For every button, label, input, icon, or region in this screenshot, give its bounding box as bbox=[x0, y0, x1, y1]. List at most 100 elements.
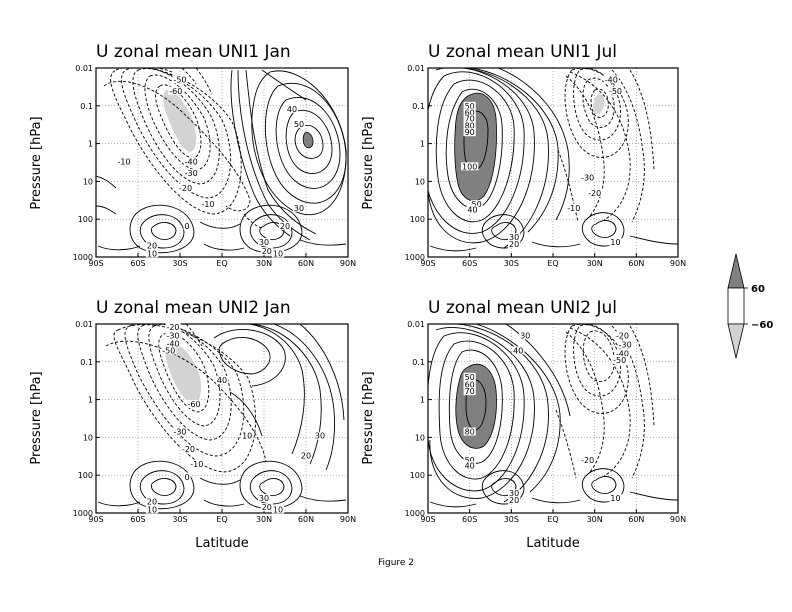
x-axis-label: Latitude bbox=[195, 536, 249, 551]
positive-contours bbox=[96, 69, 347, 254]
contour-label: 10 bbox=[273, 249, 283, 258]
contour-label: 40 bbox=[467, 205, 477, 214]
contour-label: 20 bbox=[262, 503, 272, 512]
contour-label-bg bbox=[241, 431, 254, 440]
colorbar-upper-swatch bbox=[727, 253, 745, 289]
contour-label-bg bbox=[172, 427, 188, 436]
contour-label: 30 bbox=[259, 494, 269, 503]
contour-label: 10 bbox=[610, 494, 620, 503]
y-tick-label: 0.1 bbox=[80, 102, 93, 111]
contour-label: -20 bbox=[588, 189, 601, 198]
x-tick-label: 90N bbox=[340, 259, 356, 268]
contour-label: -40 bbox=[605, 75, 618, 84]
contour-label-bg bbox=[145, 505, 159, 514]
contour-label: 30 bbox=[259, 238, 269, 247]
contour-label: -10 bbox=[117, 158, 130, 167]
contour-label-bg bbox=[617, 340, 633, 349]
contour-label: 30 bbox=[294, 204, 304, 213]
contour-label-bg bbox=[461, 162, 479, 171]
negative-contours bbox=[105, 324, 267, 473]
contour-label: 50 bbox=[465, 456, 475, 465]
contour-label: -10 bbox=[190, 460, 203, 469]
x-tick-label: 90S bbox=[88, 259, 103, 268]
contour-label-bg bbox=[463, 128, 476, 137]
contour-label-bg bbox=[508, 495, 521, 504]
contour-label-bg bbox=[566, 203, 582, 212]
x-tick-label: 30N bbox=[256, 515, 272, 524]
contour-label-bg bbox=[145, 497, 159, 506]
contour-label-bg bbox=[292, 119, 306, 128]
y-tick-label: 0.1 bbox=[80, 358, 93, 367]
y-tick-label: 0.01 bbox=[407, 320, 425, 329]
contour-label-bg bbox=[463, 101, 476, 110]
contour-label-bg bbox=[215, 375, 229, 384]
x-axis-label: Latitude bbox=[526, 536, 580, 551]
contour-label-bg bbox=[463, 114, 476, 123]
y-tick-label: 0.01 bbox=[75, 64, 93, 73]
panel-title: U zonal mean UNI2 Jan bbox=[96, 298, 291, 318]
contour-label: 20 bbox=[509, 240, 519, 249]
contour-label-bg bbox=[512, 346, 525, 355]
contour-label: 10 bbox=[147, 249, 157, 258]
contour-label: 10 bbox=[610, 238, 620, 247]
y-tick-label: 10 bbox=[415, 177, 425, 186]
negative-contours bbox=[557, 68, 655, 223]
contour-field bbox=[428, 68, 678, 252]
contour-label-bg bbox=[116, 157, 132, 166]
contour-label: -40 bbox=[616, 349, 629, 358]
x-tick-label: 60N bbox=[628, 259, 644, 268]
shade-below-minus-60 bbox=[163, 89, 197, 152]
contour-label: 80 bbox=[465, 121, 475, 130]
y-tick-label: 10 bbox=[83, 177, 93, 186]
contour-label-bg bbox=[183, 157, 199, 166]
contour-label-bg bbox=[466, 205, 479, 214]
contour-label-bg bbox=[612, 356, 628, 365]
y-tick-label: 10 bbox=[415, 433, 425, 442]
x-tick-label: EQ bbox=[547, 259, 558, 268]
contour-label-bg bbox=[508, 239, 521, 248]
panel-uni1-jul: U zonal mean UNI1 Jul Pressure [hPa] bbox=[361, 42, 686, 268]
y-tick-label: 1000 bbox=[73, 509, 93, 518]
contour-label: -40 bbox=[166, 340, 179, 349]
contour-label-bg bbox=[313, 431, 327, 440]
contour-field bbox=[428, 324, 678, 508]
contour-label: 40 bbox=[217, 376, 227, 385]
contour-label-bg bbox=[285, 104, 299, 113]
x-tick-label: EQ bbox=[216, 515, 227, 524]
contour-label: 30 bbox=[315, 432, 325, 441]
x-tick-label: 60S bbox=[130, 515, 145, 524]
x-tick-label: 30S bbox=[172, 515, 187, 524]
panel-uni1-jan: U zonal mean UNI1 Jan Pressure [hPa] bbox=[29, 42, 356, 268]
contour-label: -50 bbox=[613, 356, 626, 365]
contour-label: -20 bbox=[179, 184, 192, 193]
contour-label: 80 bbox=[465, 428, 475, 437]
colorbar-lower-swatch bbox=[727, 323, 745, 359]
contour-label: -60 bbox=[187, 400, 200, 409]
contour-label-bg bbox=[183, 169, 199, 178]
y-tick-label: 1 bbox=[420, 140, 425, 149]
contour-label-bg bbox=[607, 86, 624, 95]
contour-label: 0 bbox=[184, 473, 189, 482]
y-tick-label: 1 bbox=[420, 396, 425, 405]
colorbar-legend: 60 −60 bbox=[727, 253, 773, 359]
contour-label-bg bbox=[519, 331, 532, 340]
contour-label-bg bbox=[463, 121, 476, 130]
contour-label: 40 bbox=[465, 461, 475, 470]
x-tick-label: 60S bbox=[462, 515, 477, 524]
contour-label: 20 bbox=[147, 242, 157, 251]
y-axis-label: Pressure [hPa] bbox=[29, 116, 44, 209]
contour-label-bg bbox=[614, 349, 630, 358]
contour-label: 30 bbox=[509, 489, 519, 498]
contour-label-bg bbox=[299, 451, 313, 460]
contour-label: 50 bbox=[465, 102, 475, 111]
contour-label: -30 bbox=[166, 331, 179, 340]
contour-label-bg bbox=[463, 461, 476, 470]
x-tick-label: 60N bbox=[298, 259, 314, 268]
contour-label: -10 bbox=[567, 204, 580, 213]
contour-label-bg bbox=[463, 427, 476, 436]
y-tick-label: 10 bbox=[83, 433, 93, 442]
x-tick-label: 30N bbox=[256, 259, 272, 268]
x-tick-label: 90S bbox=[88, 515, 103, 524]
contour-label-bg bbox=[145, 241, 159, 250]
